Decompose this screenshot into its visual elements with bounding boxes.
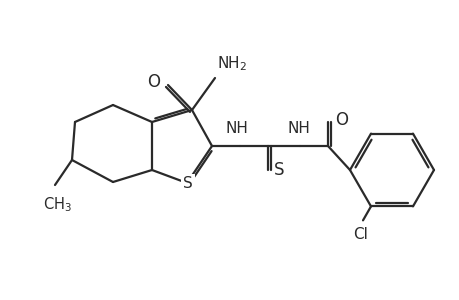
Text: Cl: Cl [353, 227, 368, 242]
Text: CH$_3$: CH$_3$ [42, 195, 71, 214]
Text: S: S [274, 161, 284, 179]
Text: O: O [334, 111, 347, 129]
Text: NH$_2$: NH$_2$ [217, 54, 246, 73]
Text: S: S [183, 176, 192, 191]
Text: NH: NH [287, 121, 310, 136]
Text: NH: NH [225, 121, 248, 136]
Text: O: O [147, 73, 160, 91]
